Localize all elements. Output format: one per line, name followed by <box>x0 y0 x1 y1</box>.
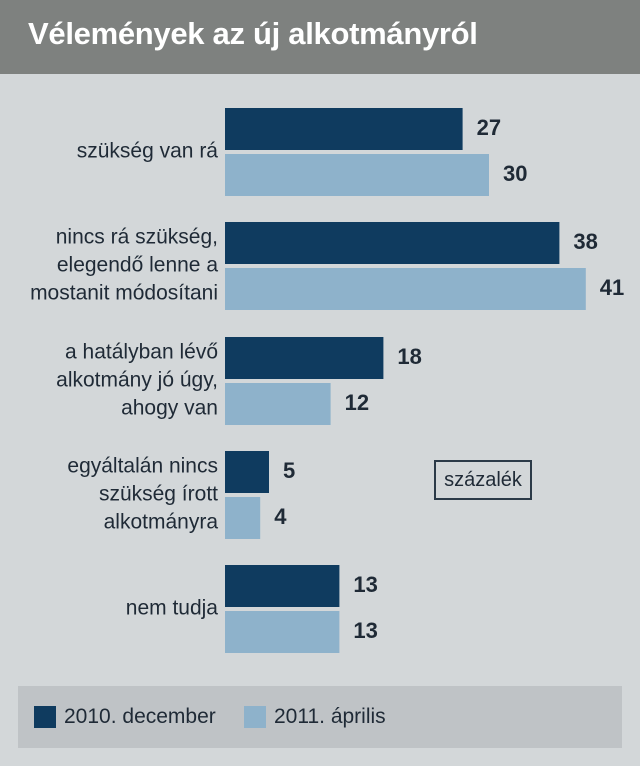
unit-label-box: százalék <box>434 460 532 500</box>
category-label: egyáltalán nincs <box>67 455 218 478</box>
category-label: ahogy van <box>121 397 218 420</box>
bar-2011 <box>225 154 489 196</box>
legend: 2010. december 2011. április <box>18 686 622 748</box>
bar-2010 <box>225 222 560 264</box>
data-label: 13 <box>353 572 377 597</box>
data-label: 27 <box>477 115 501 140</box>
chart-title: Vélemények az új alkotmányról <box>28 16 478 51</box>
data-label: 41 <box>600 275 624 300</box>
bar-2011 <box>225 268 586 310</box>
data-label: 5 <box>283 458 295 483</box>
data-label: 4 <box>274 504 287 529</box>
title-bar: Vélemények az új alkotmányról <box>0 0 640 74</box>
unit-label: százalék <box>444 468 522 491</box>
category-label: szükség írott <box>99 483 218 506</box>
bar-2010 <box>225 108 463 150</box>
category-label: alkotmányra <box>104 511 219 534</box>
legend-swatch-light <box>244 706 266 728</box>
bar-2011 <box>225 497 261 539</box>
legend-swatch-dark <box>34 706 56 728</box>
data-label: 38 <box>573 229 597 254</box>
legend-item-2011: 2011. április <box>244 704 386 730</box>
category-label: mostanit módosítani <box>30 282 218 305</box>
category-label: alkotmány jó úgy, <box>56 369 218 392</box>
bar-2010 <box>225 337 384 379</box>
data-label: 13 <box>353 618 377 643</box>
data-label: 12 <box>345 390 369 415</box>
category-label: elegendő lenne a <box>57 254 218 277</box>
data-label: 18 <box>397 344 421 369</box>
category-label: nem tudja <box>126 597 219 620</box>
bar-2010 <box>225 565 340 607</box>
legend-item-2010: 2010. december <box>34 704 216 730</box>
bar-2011 <box>225 383 331 425</box>
category-label: nincs rá szükség, <box>56 226 218 249</box>
category-label: szükség van rá <box>77 140 219 163</box>
data-label: 30 <box>503 161 527 186</box>
category-label: a hatályban lévő <box>65 341 218 364</box>
bar-2011 <box>225 611 340 653</box>
legend-label-2010: 2010. december <box>64 705 216 728</box>
bar-2010 <box>225 451 269 493</box>
legend-label-2011: 2011. április <box>274 705 386 728</box>
